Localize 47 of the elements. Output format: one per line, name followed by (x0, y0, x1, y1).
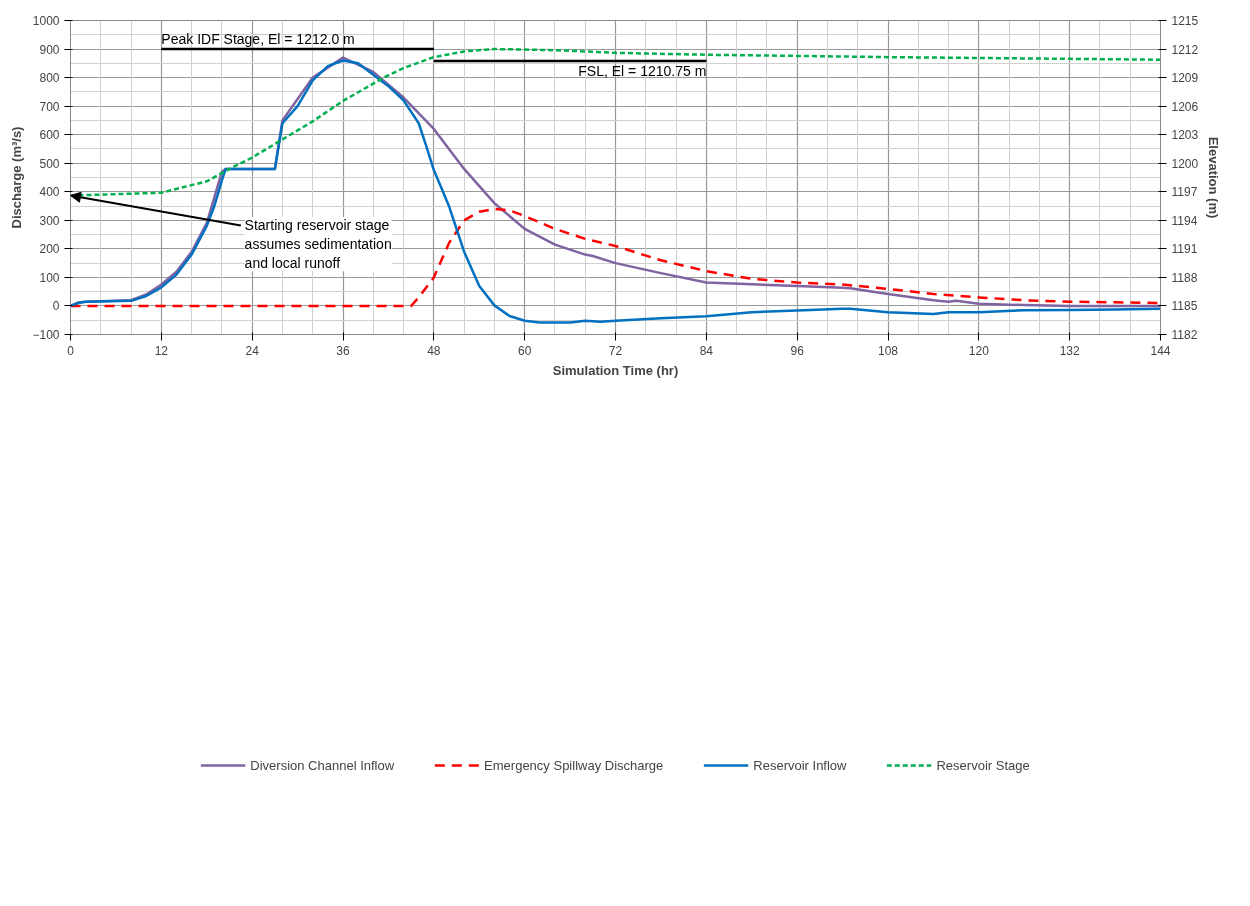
y-tick-label: 500 (39, 156, 60, 171)
y2-tick-label: 1212 (1171, 42, 1199, 57)
legend-label: Emergency Spillway Discharge (484, 757, 664, 773)
y2-axis-title: Elevation (m) (1206, 136, 1222, 219)
y2-tick-label: 1182 (1171, 328, 1198, 342)
x-tick-label: 132 (1059, 343, 1080, 358)
x-tick-label: 144 (1150, 343, 1171, 358)
y-tick-label: 100 (39, 270, 60, 285)
x-tick-label: 108 (877, 343, 899, 358)
x-axis-title: Simulation Time (hr) (552, 362, 679, 378)
y-tick-label: 800 (39, 71, 60, 86)
y-tick-label: −100 (32, 328, 60, 342)
x-tick-label: 96 (790, 343, 805, 358)
legend-label: Reservoir Inflow (753, 757, 847, 773)
y2-tick-label: 1185 (1171, 299, 1198, 314)
y2-tick-label: 1209 (1171, 71, 1199, 86)
annotation: Peak IDF Stage, El = 1212.0 m (161, 31, 355, 48)
y2-tick-label: 1200 (1171, 156, 1199, 171)
x-tick-label: 0 (67, 343, 75, 358)
y-tick-label: 300 (39, 213, 60, 228)
y-tick-label: 400 (39, 185, 60, 200)
x-tick-label: 48 (427, 343, 441, 358)
y-tick-label: 700 (39, 99, 60, 114)
y-tick-label: 0 (52, 299, 60, 314)
y2-tick-label: 1194 (1171, 213, 1198, 228)
y2-tick-label: 1191 (1171, 242, 1198, 257)
annotation: Starting reservoir stage assumes sedimentation and local runoff (244, 216, 392, 272)
x-tick-label: 84 (699, 343, 714, 358)
y-axis-title: Discharge (m³/s) (9, 126, 25, 229)
x-tick-label: 24 (245, 343, 260, 358)
x-tick-label: 60 (517, 343, 532, 358)
legend-label: Diversion Channel Inflow (250, 757, 395, 773)
y2-tick-label: 1215 (1171, 14, 1199, 28)
x-tick-label: 120 (968, 343, 990, 358)
x-tick-label: 36 (336, 343, 350, 358)
annotation: FSL, El = 1210.75 m (578, 63, 707, 80)
y-tick-label: 1000 (32, 14, 60, 28)
y2-tick-label: 1203 (1171, 128, 1199, 143)
legend-label: Reservoir Stage (936, 757, 1030, 773)
x-tick-label: 72 (608, 343, 623, 358)
y2-tick-label: 1188 (1171, 270, 1198, 285)
y2-tick-label: 1197 (1171, 185, 1198, 200)
y2-tick-label: 1206 (1171, 99, 1199, 114)
x-tick-label: 12 (154, 343, 169, 358)
y-tick-label: 600 (39, 128, 60, 143)
y-tick-label: 200 (39, 242, 60, 257)
y-tick-label: 900 (39, 42, 60, 57)
